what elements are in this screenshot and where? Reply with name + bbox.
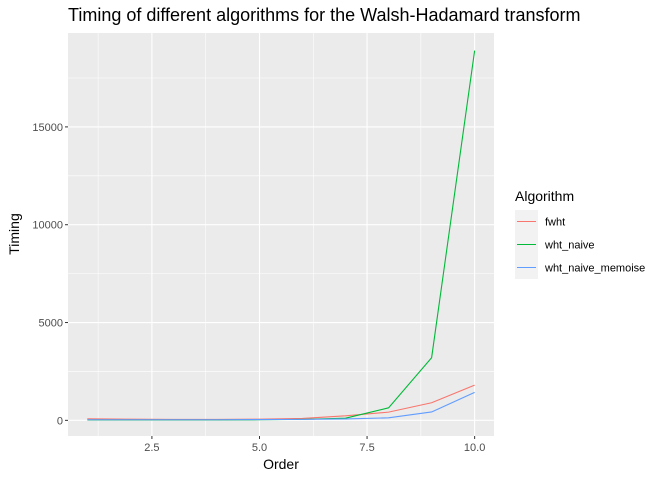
legend-title: Algorithm [515, 188, 574, 204]
y-tick-label: 0 [57, 415, 63, 427]
legend-label-wht_naive: wht_naive [544, 240, 595, 252]
chart-title: Timing of different algorithms for the W… [68, 5, 581, 25]
x-tick-label: 5.0 [252, 442, 267, 454]
series-line-wht_naive_memoise [87, 391, 475, 421]
y-axis-ticks: 0 5000 10000 15000 [32, 122, 68, 427]
y-axis-title: Timing [6, 213, 22, 255]
y-tick-label: 15000 [32, 122, 63, 134]
y-tick-label: 10000 [32, 220, 63, 232]
y-tick-label: 5000 [39, 318, 63, 330]
legend-items: fwht wht_naive wht_naive_memoise [515, 210, 645, 279]
x-tick-label: 10.0 [464, 442, 485, 454]
minor-gridlines [68, 33, 494, 436]
x-axis-ticks: 2.5 5.0 7.5 10.0 [144, 436, 485, 454]
major-gridlines [68, 33, 494, 436]
x-axis-title: Order [263, 456, 299, 472]
plot-panel [68, 33, 494, 436]
x-tick-label: 7.5 [359, 442, 374, 454]
series-lines [87, 50, 476, 421]
legend-label-wht_naive_memoise: wht_naive_memoise [544, 263, 645, 275]
legend-label-fwht: fwht [545, 217, 565, 229]
legend: Algorithm fwht wht_naive wht_naive_memoise [515, 188, 645, 279]
x-tick-label: 2.5 [144, 442, 159, 454]
